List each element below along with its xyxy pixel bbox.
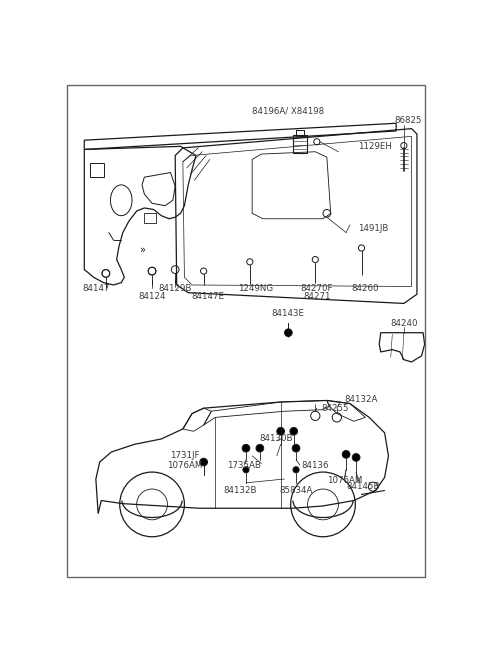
- Text: 84240: 84240: [390, 319, 418, 328]
- Circle shape: [242, 444, 250, 452]
- Circle shape: [293, 466, 299, 473]
- Text: 1731JF: 1731JF: [169, 451, 199, 460]
- Text: 1076AM: 1076AM: [167, 460, 202, 470]
- Text: 84147E: 84147E: [191, 292, 224, 301]
- Text: 84147: 84147: [82, 284, 109, 293]
- Text: 1491JB: 1491JB: [358, 224, 388, 233]
- Text: »: »: [139, 244, 145, 255]
- Circle shape: [256, 444, 264, 452]
- Bar: [90, 163, 104, 177]
- Text: 84130B: 84130B: [260, 434, 293, 443]
- Text: 84136: 84136: [301, 460, 329, 470]
- Text: 84132B: 84132B: [223, 486, 257, 495]
- Text: 1129EH: 1129EH: [358, 142, 392, 151]
- Text: 84255: 84255: [322, 403, 349, 413]
- Circle shape: [277, 428, 285, 435]
- Text: 84143E: 84143E: [272, 309, 305, 318]
- Circle shape: [290, 428, 298, 435]
- Text: 1735AB: 1735AB: [227, 460, 261, 470]
- Text: 84124: 84124: [138, 292, 166, 301]
- Text: 85834A: 85834A: [279, 486, 313, 495]
- Text: 84132A: 84132A: [345, 395, 378, 404]
- Text: 1076AM: 1076AM: [327, 476, 362, 485]
- Text: 84270F: 84270F: [300, 284, 333, 293]
- Circle shape: [352, 454, 360, 461]
- Circle shape: [285, 329, 292, 337]
- Circle shape: [292, 444, 300, 452]
- Text: 84271: 84271: [303, 292, 331, 301]
- Circle shape: [342, 451, 350, 458]
- Text: 84196A/ X84198: 84196A/ X84198: [252, 107, 324, 115]
- Text: 86825: 86825: [394, 117, 421, 126]
- Circle shape: [200, 458, 207, 466]
- Text: 84129B: 84129B: [158, 284, 192, 293]
- Circle shape: [243, 466, 249, 473]
- Bar: [144, 214, 156, 223]
- Text: 1249NG: 1249NG: [238, 284, 273, 293]
- Text: 84145B: 84145B: [346, 482, 380, 491]
- Text: 84260: 84260: [351, 284, 379, 293]
